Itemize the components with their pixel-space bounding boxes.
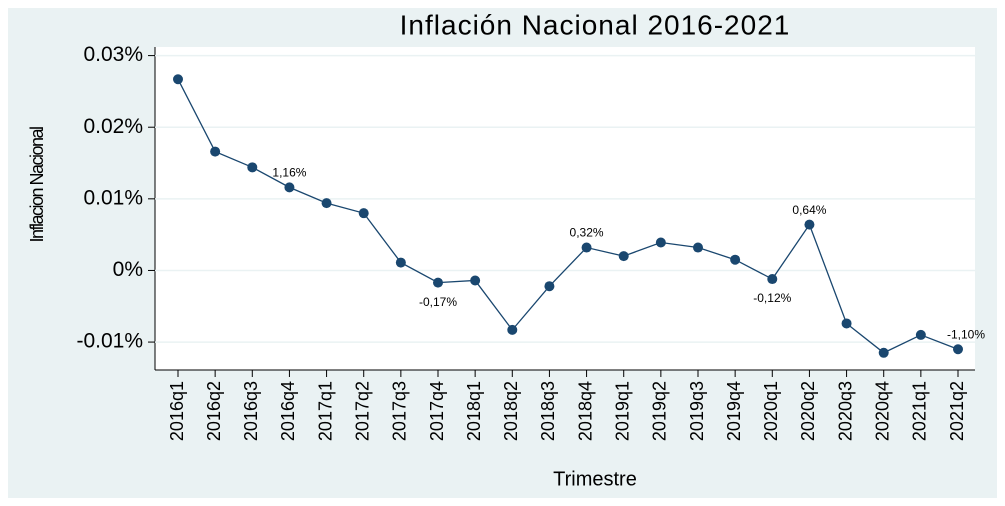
y-tick-label: 0.02% <box>83 115 143 138</box>
x-tick-label: 2019q3 <box>687 381 707 441</box>
x-tick-label: 2021q2 <box>947 381 967 441</box>
x-tick-label: 2017q1 <box>315 381 335 441</box>
data-point <box>321 198 332 209</box>
x-tick-label: 2018q4 <box>575 381 595 441</box>
data-label: -0,17% <box>419 295 457 309</box>
data-label: 0,64% <box>792 203 826 217</box>
x-tick-label: 2019q4 <box>724 381 744 441</box>
x-tick-label: 2020q1 <box>761 381 781 441</box>
x-tick-label: 2018q3 <box>538 381 558 441</box>
data-label: -0,12% <box>753 291 791 305</box>
y-tick-label: 0% <box>113 258 143 281</box>
x-tick-label: 2016q2 <box>204 381 224 441</box>
x-tick-label: 2016q1 <box>167 381 187 441</box>
series-line <box>177 78 959 354</box>
data-point <box>915 329 926 340</box>
data-point <box>953 344 963 355</box>
x-tick-label: 2018q1 <box>464 381 484 441</box>
data-label: 1,16% <box>272 166 306 180</box>
data-point <box>284 182 295 193</box>
data-point <box>655 237 666 248</box>
data-point <box>693 242 703 253</box>
y-tick-label: 0.01% <box>83 186 143 209</box>
data-label: -1,10% <box>947 327 985 341</box>
data-point <box>358 208 369 219</box>
x-tick-label: 2016q3 <box>241 381 261 441</box>
y-tick-label: 0.03% <box>83 43 143 66</box>
x-tick-label: 2019q1 <box>612 381 632 441</box>
data-point <box>581 242 592 253</box>
data-point <box>767 274 778 285</box>
x-tick-label: 2017q4 <box>427 381 447 441</box>
data-point <box>173 74 183 85</box>
x-tick-label: 2020q3 <box>835 381 855 441</box>
x-tick-label: 2017q2 <box>352 381 372 441</box>
data-point <box>618 251 629 262</box>
data-point <box>730 254 741 265</box>
x-tick-label: 2018q2 <box>501 381 521 441</box>
data-point <box>433 277 443 288</box>
x-tick-label: 2020q2 <box>798 381 818 441</box>
data-point <box>507 324 518 335</box>
x-tick-label: 2016q4 <box>278 381 298 441</box>
data-point <box>841 318 852 329</box>
data-point <box>247 162 258 173</box>
y-axis-title: Inflacion Nacional <box>27 127 47 243</box>
data-point <box>470 275 481 286</box>
data-label: 0,32% <box>570 226 604 240</box>
x-tick-label: 2019q2 <box>650 381 670 441</box>
x-tick-label: 2020q4 <box>872 381 892 441</box>
chart-title: Inflación Nacional 2016-2021 <box>400 9 791 40</box>
data-point <box>804 219 815 230</box>
data-point <box>210 146 221 157</box>
data-point <box>878 347 889 358</box>
x-tick-label: 2021q1 <box>910 381 930 441</box>
data-point <box>395 257 406 268</box>
plot-region <box>155 47 975 370</box>
y-tick-label: -0.01% <box>76 330 143 353</box>
x-axis-title: Trimestre <box>553 468 637 490</box>
data-point <box>544 281 555 292</box>
x-tick-label: 2017q3 <box>390 381 410 441</box>
